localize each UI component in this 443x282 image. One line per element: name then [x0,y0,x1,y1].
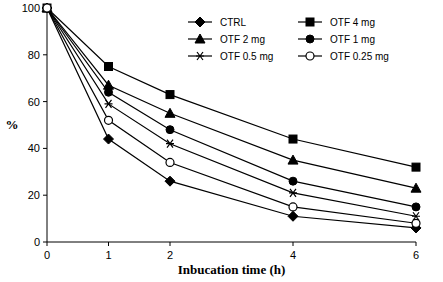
marker [289,203,297,211]
legend-marker [195,34,205,43]
marker [411,183,421,192]
x-tick-label: 2 [167,249,173,261]
chart-container: 0 20 40 60 80 100 0 1 2 4 6 Inbucation time (h)% CTR… [0,0,443,282]
x-tick [108,242,109,246]
legend-marker [306,18,314,26]
y-tick-label: 0 [34,236,40,248]
marker [289,177,297,185]
chart-svg: 0 20 40 60 80 100 0 1 2 4 6 Inbucation time (h)% CTR… [0,0,443,282]
legend-label: CTRL [220,17,247,28]
legend-label: OTF 4 mg [330,17,375,28]
legend-label: OTF 2 mg [220,34,265,45]
marker [43,4,51,12]
y-tick [43,242,47,243]
x-tick [170,242,171,246]
legend-marker [195,17,205,27]
y-tick-label: 40 [28,142,40,154]
x-tick-label: 1 [105,249,111,261]
marker [166,158,174,166]
marker [105,116,113,124]
x-tick [416,242,417,246]
legend-marker [306,52,314,60]
marker [165,108,175,117]
x-tick-label: 0 [44,249,50,261]
marker [42,3,52,12]
x-axis-label: Inbucation time (h) [178,262,286,277]
series-line [47,8,416,188]
y-tick [43,195,47,196]
series [43,4,420,211]
y-tick-label: 80 [28,49,40,61]
marker [43,4,51,12]
x-tick [293,242,294,246]
marker [289,135,297,143]
marker [105,88,113,96]
series [43,4,420,227]
plot-area [42,3,421,233]
y-tick-label: 100 [22,2,40,14]
marker [289,189,297,197]
legend-marker [196,52,204,60]
x-tick-label: 6 [413,249,419,261]
legend-marker [306,35,314,43]
marker [166,91,174,99]
series-line [47,8,416,167]
x-axis-line [47,242,416,243]
marker [104,134,114,144]
series-line [47,8,416,207]
series [43,4,420,171]
y-tick [43,101,47,102]
legend-label: OTF 0.25 mg [330,51,389,62]
y-tick-label: 20 [28,189,40,201]
y-tick [43,148,47,149]
legend: CTRL OTF 4 mg OTF 2 mg OTF 1 mg OTF 0.5 mg OT… [188,17,389,62]
y-tick-label: 60 [28,96,40,108]
marker [43,4,51,12]
series [43,4,420,220]
x-tick [47,242,48,246]
marker [166,140,174,148]
marker [105,63,113,71]
marker [288,155,298,164]
marker [43,4,51,12]
marker [412,203,420,211]
series [42,3,421,192]
series-line [47,8,416,228]
marker [42,3,52,13]
y-tick [43,54,47,55]
marker [412,219,420,227]
legend-label: OTF 0.5 mg [220,51,273,62]
marker [412,163,420,171]
x-tick-label: 4 [290,249,296,261]
series [42,3,421,233]
legend-label: OTF 1 mg [330,34,375,45]
series-line [47,8,416,223]
marker [166,126,174,134]
marker [288,211,298,221]
marker [165,176,175,186]
y-axis-label: % [6,117,19,132]
y-axis-line [47,8,48,242]
marker [105,100,113,108]
